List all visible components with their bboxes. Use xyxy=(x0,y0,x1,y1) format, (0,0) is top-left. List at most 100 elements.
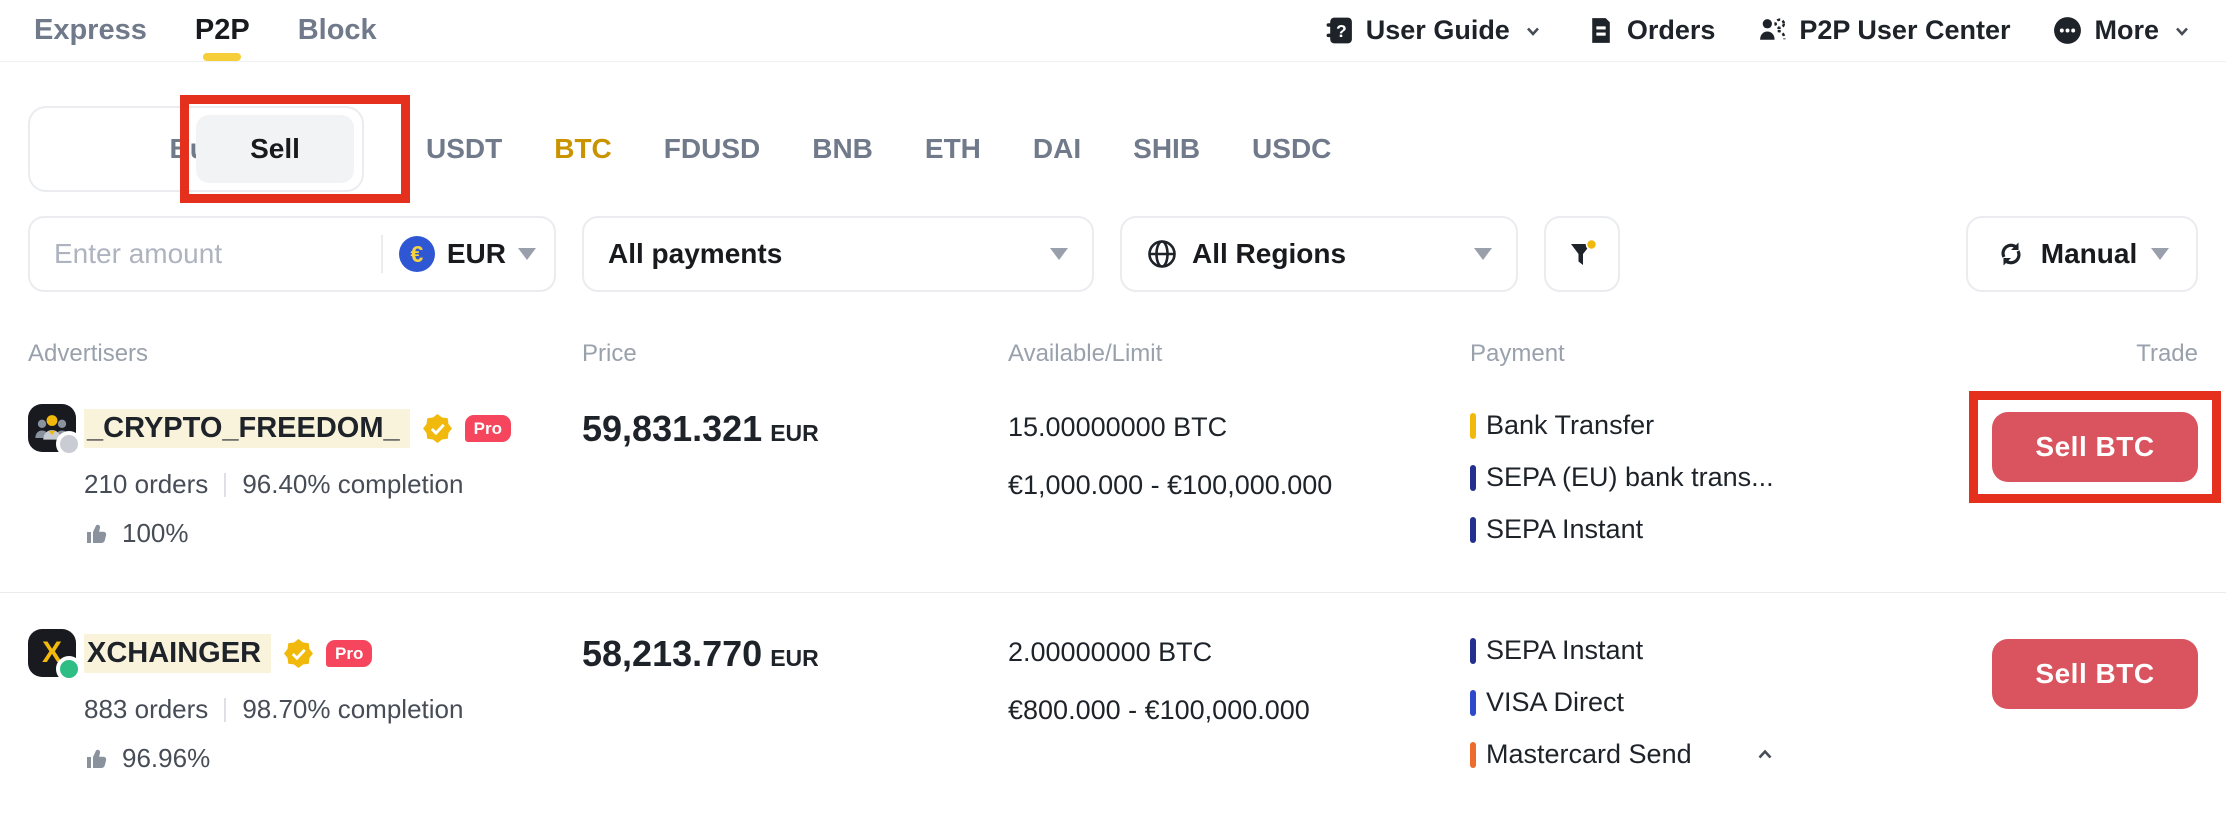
orders-count: 883 orders xyxy=(84,694,209,724)
coin-tab-fdusd[interactable]: FDUSD xyxy=(663,133,761,164)
utility-nav: ? User Guide Orders xyxy=(1324,15,2192,46)
advertiser-name-line: _CRYPTO_FREEDOM_ Pro xyxy=(84,402,582,454)
advertiser-name-line: XCHAINGER Pro xyxy=(84,627,582,679)
available-amount: 2.00000000 BTC xyxy=(1008,637,1213,667)
payment-color-bar xyxy=(1470,637,1476,664)
advertiser-name[interactable]: XCHAINGER xyxy=(84,633,272,673)
payment-label: Bank Transfer xyxy=(1486,410,1655,440)
annotation-box-sell-button: Sell BTC xyxy=(1969,391,2221,503)
fiat-label: EUR xyxy=(446,238,506,269)
collapse-payments-control[interactable] xyxy=(1754,744,1776,766)
limit-range: €800.000 - €100,000.000 xyxy=(1008,695,1310,725)
chevron-down-icon xyxy=(1526,27,1539,36)
fiat-selector[interactable]: € EUR xyxy=(398,236,544,272)
coin-tab-usdt[interactable]: USDT xyxy=(426,133,503,164)
top-nav: Express P2P Block ? User Guide xyxy=(0,0,2226,62)
payment-label: SEPA Instant xyxy=(1486,514,1644,544)
regions-dropdown-label: All Regions xyxy=(1192,238,1347,269)
positive-rate: 100% xyxy=(122,518,189,548)
sell-btc-button[interactable]: Sell BTC xyxy=(1992,639,2198,709)
tab-block[interactable]: Block xyxy=(297,14,377,46)
thumbs-up-icon xyxy=(87,749,107,768)
price-value: 58,213.770 xyxy=(582,633,763,674)
dropdown-arrow-icon xyxy=(1050,248,1068,260)
trade-cell: Sell BTC xyxy=(1966,627,2198,791)
avatar-letter: X xyxy=(41,636,62,669)
payment-method: SEPA (EU) bank trans... xyxy=(1470,462,1966,493)
user-center-icon xyxy=(1760,18,1786,40)
filters-toolbar: € EUR All payments All Regions xyxy=(28,216,2198,292)
orders-link[interactable]: Orders xyxy=(1585,15,1715,46)
payment-method: SEPA Instant xyxy=(1470,514,1966,545)
amount-input[interactable] xyxy=(52,237,375,271)
col-header-advertisers: Advertisers xyxy=(28,340,149,367)
p2p-user-center-link[interactable]: P2P User Center xyxy=(1757,15,2010,46)
regions-dropdown[interactable]: All Regions xyxy=(1120,216,1518,292)
svg-text:?: ? xyxy=(1336,21,1347,41)
chevron-down-icon xyxy=(2176,27,2188,36)
payment-cell: Bank Transfer SEPA (EU) bank trans... SE… xyxy=(1470,402,1966,566)
active-tab-indicator xyxy=(203,53,242,61)
advanced-filter-button[interactable] xyxy=(1544,216,1620,292)
tab-express[interactable]: Express xyxy=(34,14,147,46)
available-limit-cell: 15.00000000 BTC €1,000.000 - €100,000.00… xyxy=(1008,402,1470,566)
price-cell: 58,213.770 EUR xyxy=(582,627,1008,791)
sell-btc-button[interactable]: Sell BTC xyxy=(1992,412,2198,482)
refresh-mode-button[interactable]: Manual xyxy=(1966,216,2198,292)
coin-tab-shib[interactable]: SHIB xyxy=(1133,133,1201,164)
payment-label: Mastercard Send xyxy=(1486,739,1692,769)
payments-dropdown-label: All payments xyxy=(608,238,783,269)
payment-method: Bank Transfer xyxy=(1470,410,1966,441)
coin-tab-usdc[interactable]: USDC xyxy=(1252,133,1332,164)
advertiser-cell: X XCHAINGER Pro 883 orders 98.70% comple… xyxy=(28,627,582,791)
payment-label: SEPA Instant xyxy=(1486,635,1644,665)
payment-label: SEPA (EU) bank trans... xyxy=(1486,462,1774,492)
payment-method: Mastercard Send xyxy=(1470,739,1966,770)
trade-cell: Sell BTC xyxy=(1966,391,2221,566)
refresh-icon xyxy=(2001,242,2021,266)
verified-badge-icon xyxy=(422,413,452,443)
payment-color-bar xyxy=(1470,689,1476,716)
price-value: 59,831.321 xyxy=(582,408,763,449)
table-row: X XCHAINGER Pro 883 orders 98.70% comple… xyxy=(0,593,2226,817)
advertiser-avatar[interactable]: X xyxy=(28,629,82,682)
coin-tabs: USDT BTC FDUSD BNB ETH DAI SHIB USDC xyxy=(426,133,1331,165)
payment-label: VISA Direct xyxy=(1486,687,1625,717)
payment-color-bar xyxy=(1470,516,1476,543)
group-avatar-icon xyxy=(35,415,69,440)
refresh-mode-label: Manual xyxy=(2040,238,2138,269)
advertiser-cell: _CRYPTO_FREEDOM_ Pro 210 orders 96.40% c… xyxy=(28,402,582,566)
coin-tab-eth[interactable]: ETH xyxy=(924,133,981,164)
market-tabs: Express P2P Block xyxy=(34,0,377,61)
pro-badge: Pro xyxy=(326,639,373,667)
coin-tab-bnb[interactable]: BNB xyxy=(812,133,873,164)
more-link[interactable]: More xyxy=(2052,15,2192,46)
payment-cell: SEPA Instant VISA Direct Mastercard Send xyxy=(1470,627,1966,791)
status-dot-online xyxy=(56,656,82,682)
coin-tab-btc[interactable]: BTC xyxy=(554,133,612,164)
more-icon xyxy=(2054,17,2082,44)
positive-rate: 96.96% xyxy=(122,743,211,773)
payment-method: VISA Direct xyxy=(1470,687,1966,718)
sell-tab[interactable]: Sell xyxy=(196,115,354,183)
divider xyxy=(380,235,383,273)
advertiser-name[interactable]: _CRYPTO_FREEDOM_ xyxy=(84,408,410,448)
payment-method: SEPA Instant xyxy=(1470,635,1966,666)
divider xyxy=(224,472,227,497)
advertiser-avatar[interactable] xyxy=(28,404,82,457)
payment-color-bar xyxy=(1470,464,1476,491)
advertiser-rating: 100% xyxy=(84,518,582,549)
table-row: _CRYPTO_FREEDOM_ Pro 210 orders 96.40% c… xyxy=(0,368,2226,593)
coin-tab-dai[interactable]: DAI xyxy=(1032,133,1082,164)
user-guide-link[interactable]: ? User Guide xyxy=(1324,15,1543,46)
payments-dropdown[interactable]: All payments xyxy=(582,216,1094,292)
user-guide-icon: ? xyxy=(1326,17,1352,44)
col-header-available-limit: Available/Limit xyxy=(1008,340,1163,367)
tab-p2p[interactable]: P2P xyxy=(195,0,250,61)
advertiser-stats: 210 orders 96.40% completion xyxy=(84,469,582,500)
tab-p2p-label: P2P xyxy=(194,14,250,46)
dropdown-arrow-icon xyxy=(518,248,536,260)
buy-sell-toggle: Buy Sell xyxy=(28,95,410,203)
available-limit-cell: 2.00000000 BTC €800.000 - €100,000.000 xyxy=(1008,627,1470,791)
completion-rate: 96.40% completion xyxy=(242,469,464,499)
